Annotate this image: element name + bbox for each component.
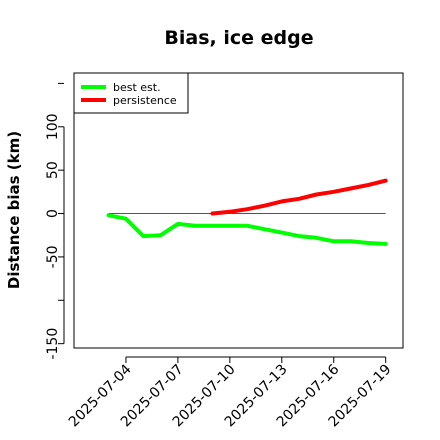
legend-label: best est. — [113, 81, 161, 94]
y-tick-label: 0 — [45, 209, 61, 218]
series-layer — [106, 178, 388, 246]
x-axis: 2025-07-042025-07-072025-07-102025-07-13… — [66, 356, 395, 430]
series-line-persistence — [210, 178, 388, 216]
y-tick-label: -50 — [45, 245, 61, 268]
y-tick-label: -150 — [45, 328, 61, 360]
series-line-best-est — [106, 213, 388, 246]
legend-box — [73, 72, 189, 114]
y-axis: -150 -50 0 50 100 — [45, 82, 65, 360]
y-axis-label: Distance bias (km) — [5, 131, 23, 289]
y-tick-label: 100 — [45, 113, 61, 140]
y-tick-label: 50 — [45, 161, 61, 179]
chart-title: Bias, ice edge — [164, 27, 313, 49]
legend-label: persistence — [113, 94, 177, 107]
legend: best est.persistence — [73, 72, 189, 114]
plot-frame — [73, 72, 404, 349]
